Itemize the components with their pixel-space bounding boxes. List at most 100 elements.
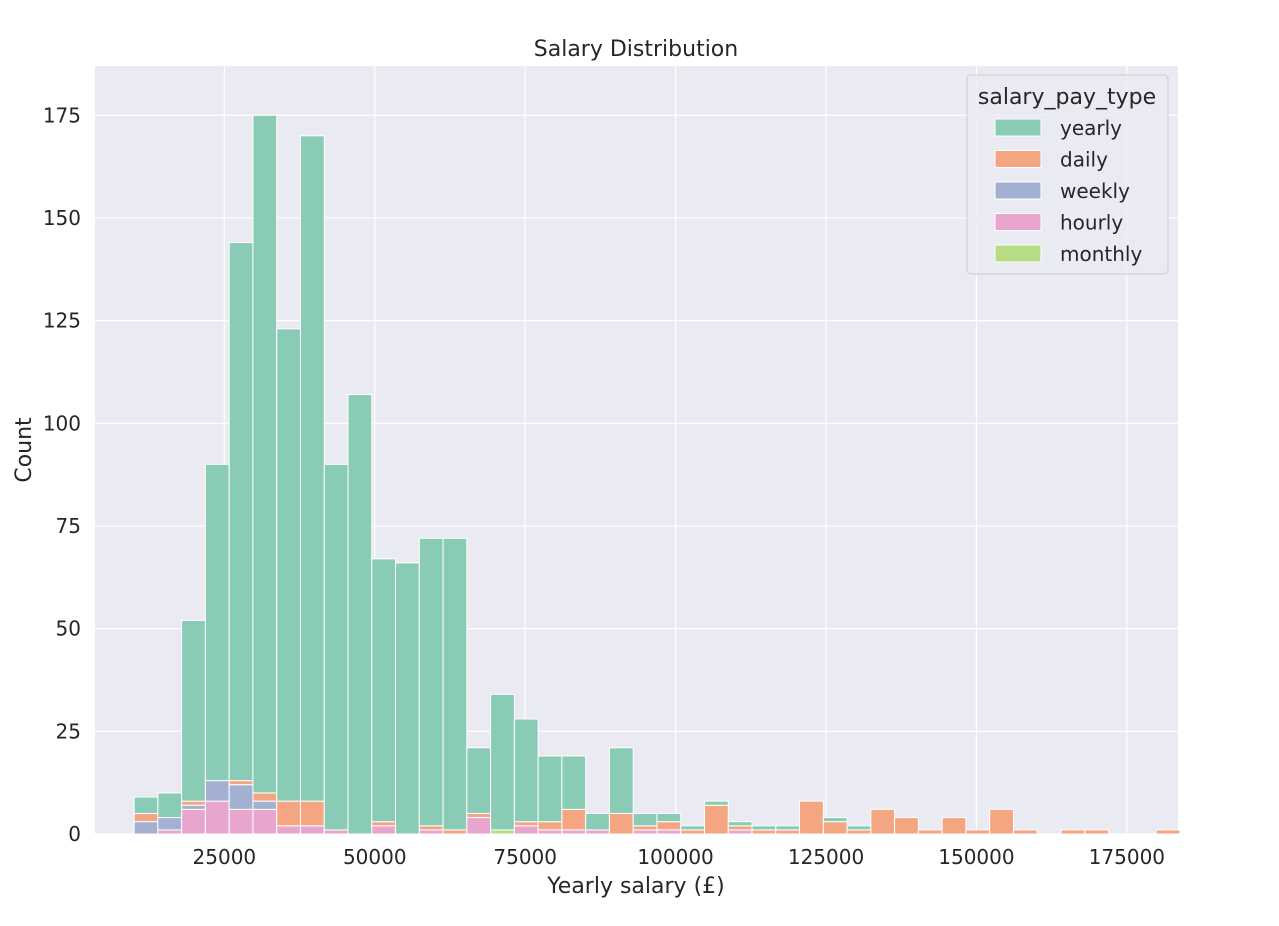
bar-monthly [490, 829, 515, 835]
bar-daily [466, 812, 492, 819]
bar-hourly [157, 829, 183, 835]
bar-hourly [252, 808, 278, 835]
bar-hourly [632, 829, 658, 835]
bar-yearly [751, 825, 777, 831]
legend-label-monthly: monthly [1060, 242, 1142, 266]
bar-hourly [727, 829, 753, 835]
y-tick-label: 125 [43, 309, 81, 333]
bar-hourly [323, 829, 349, 835]
legend-title: salary_pay_type [978, 85, 1156, 110]
bar-yearly [347, 394, 373, 835]
bar-weekly [133, 821, 159, 835]
bar-daily [727, 825, 753, 831]
legend-label-daily: daily [1060, 148, 1108, 172]
legend-swatch-monthly [994, 244, 1042, 263]
bar-yearly [632, 812, 658, 827]
bar-daily [537, 821, 563, 831]
bar-daily [703, 804, 729, 835]
bar-yearly [442, 537, 468, 831]
x-axis-ticks: 25000 50000 75000 100000 125000 150000 175000 [193, 845, 1165, 869]
bar-daily [751, 829, 777, 835]
bars [133, 114, 1181, 835]
bar-daily [894, 817, 919, 835]
bar-daily [1155, 829, 1181, 835]
bar-daily [870, 808, 896, 835]
bar-yearly [680, 825, 705, 831]
chart-title: Salary Distribution [534, 37, 738, 62]
x-tick-label: 75000 [493, 845, 557, 869]
bar-hourly [228, 808, 254, 835]
bar-yearly [727, 821, 753, 827]
x-tick-label: 175000 [1089, 845, 1165, 869]
bar-daily [442, 829, 468, 835]
bar-yearly [703, 800, 729, 806]
y-tick-label: 175 [43, 103, 81, 127]
bar-yearly [656, 812, 682, 823]
bar-yearly [228, 242, 254, 782]
bar-yearly [585, 812, 610, 831]
legend-items: yearly daily weekly hourly monthly [994, 116, 1142, 266]
bar-yearly [466, 747, 492, 814]
legend-swatch-hourly [994, 213, 1042, 231]
bar-hourly [204, 800, 230, 835]
bar-hourly [513, 825, 539, 835]
bar-hourly [466, 817, 492, 835]
legend-swatch-daily [994, 150, 1042, 168]
x-tick-label: 25000 [193, 845, 257, 869]
bar-daily [632, 825, 658, 831]
bar-hourly [299, 825, 325, 835]
x-tick-label: 125000 [788, 845, 864, 869]
bar-daily [917, 829, 943, 835]
bar-yearly [537, 755, 563, 823]
bar-yearly [276, 328, 301, 802]
bar-daily [822, 821, 848, 835]
y-tick-label: 25 [56, 719, 81, 743]
bar-yearly [157, 792, 183, 819]
bar-yearly [846, 825, 872, 831]
x-tick-label: 100000 [637, 845, 713, 869]
bar-daily [181, 800, 206, 806]
bar-daily [846, 829, 872, 835]
y-tick-label: 100 [43, 411, 81, 435]
x-tick-label: 150000 [938, 845, 1014, 869]
bar-daily [252, 792, 278, 802]
bar-yearly [252, 114, 278, 794]
bar-yearly [513, 718, 539, 823]
bar-daily [228, 780, 254, 786]
legend-swatch-yearly [994, 118, 1042, 137]
bar-yearly [323, 463, 349, 831]
bar-yearly [371, 558, 397, 823]
bar-yearly [608, 747, 634, 814]
bar-daily [680, 829, 705, 835]
bar-yearly [822, 817, 848, 823]
bar-weekly [204, 780, 230, 802]
y-axis-ticks: 0 25 50 75 100 125 150 175 [43, 103, 81, 846]
legend: salary_pay_type yearly daily weekly hourly m… [966, 74, 1169, 275]
legend-swatch-weekly [994, 181, 1042, 200]
bar-yearly [775, 825, 801, 831]
bar-yearly [204, 463, 230, 782]
bar-daily [608, 812, 634, 835]
bar-daily [133, 812, 159, 823]
legend-label-yearly: yearly [1060, 116, 1122, 140]
bar-daily [941, 817, 967, 835]
bar-yearly [133, 796, 159, 814]
bar-daily [1084, 829, 1110, 835]
bar-daily [1060, 829, 1086, 835]
bar-hourly [418, 829, 444, 835]
bar-weekly [181, 804, 206, 810]
legend-label-weekly: weekly [1060, 179, 1130, 203]
bar-daily [276, 800, 301, 827]
y-tick-label: 75 [56, 514, 81, 538]
bar-daily [1012, 829, 1038, 835]
bar-weekly [157, 817, 183, 831]
bar-daily [775, 829, 801, 835]
bar-yearly [181, 619, 206, 802]
bar-daily [513, 821, 539, 827]
legend-label-hourly: hourly [1060, 211, 1123, 235]
bar-weekly [228, 784, 254, 810]
y-tick-label: 150 [43, 206, 81, 230]
bar-daily [656, 821, 682, 831]
y-tick-label: 0 [68, 822, 81, 846]
